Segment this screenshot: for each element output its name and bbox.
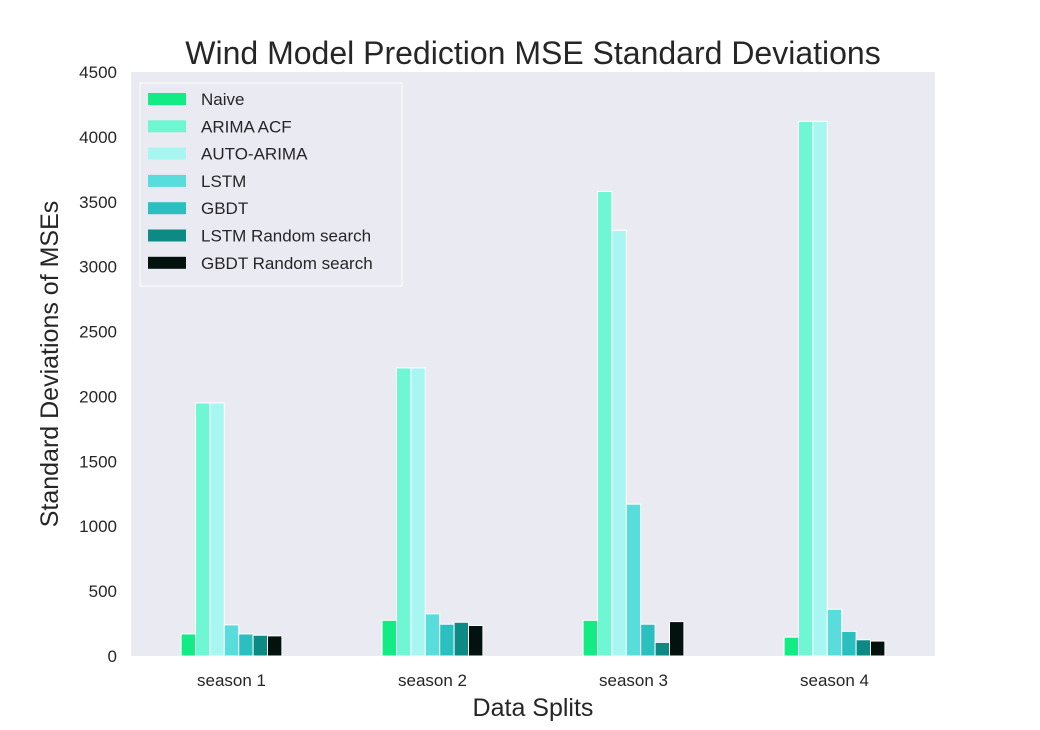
bar bbox=[223, 624, 240, 657]
bar bbox=[855, 639, 871, 657]
bar bbox=[468, 625, 484, 657]
bar bbox=[669, 621, 685, 657]
bar bbox=[625, 503, 642, 657]
bar bbox=[611, 229, 627, 657]
legend: Naive ARIMA ACF AUTO-ARIMA LSTM GBDT LSTM Ran… bbox=[139, 82, 403, 287]
bar bbox=[798, 120, 814, 657]
legend-label: Naive bbox=[201, 90, 244, 109]
y-axis-ticks: 0 500 1000 1500 2000 2500 3000 3500 4000 4500 bbox=[79, 63, 117, 666]
legend-swatch bbox=[148, 256, 186, 269]
chart-title: Wind Model Prediction MSE Standard Devia… bbox=[185, 35, 880, 71]
y-tick-label: 500 bbox=[89, 582, 117, 601]
bar bbox=[826, 608, 843, 657]
bar bbox=[267, 635, 283, 657]
y-tick-label: 3500 bbox=[79, 193, 117, 212]
x-axis-label: Data Splits bbox=[473, 694, 594, 722]
bar bbox=[453, 621, 470, 657]
bar bbox=[640, 623, 656, 657]
bars-group bbox=[180, 120, 886, 657]
x-tick-label: season 1 bbox=[197, 671, 266, 690]
bar bbox=[439, 623, 455, 657]
legend-label: LSTM bbox=[201, 172, 246, 191]
legend-label: AUTO-ARIMA bbox=[201, 145, 308, 164]
bar bbox=[424, 613, 441, 657]
y-tick-label: 2000 bbox=[79, 387, 117, 406]
legend-swatch bbox=[148, 229, 186, 242]
x-tick-label: season 2 bbox=[398, 671, 467, 690]
bar bbox=[195, 402, 211, 657]
legend-swatch bbox=[148, 147, 186, 160]
legend-label: GBDT bbox=[201, 199, 248, 218]
y-tick-label: 4500 bbox=[79, 63, 117, 82]
bar bbox=[209, 402, 225, 657]
bar bbox=[582, 619, 598, 657]
legend-swatch bbox=[148, 202, 186, 215]
bar bbox=[812, 120, 828, 657]
y-tick-label: 1500 bbox=[79, 452, 117, 471]
y-tick-label: 0 bbox=[108, 647, 117, 666]
bar bbox=[396, 367, 412, 657]
bar bbox=[238, 633, 254, 657]
x-tick-label: season 4 bbox=[800, 671, 869, 690]
bar bbox=[870, 640, 886, 657]
y-tick-label: 2500 bbox=[79, 323, 117, 342]
bar bbox=[252, 634, 269, 657]
y-axis-label: Standard Deviations of MSEs bbox=[36, 201, 64, 528]
bar bbox=[381, 619, 398, 657]
legend-label: LSTM Random search bbox=[201, 227, 371, 246]
legend-swatch bbox=[148, 120, 186, 133]
bar bbox=[654, 641, 670, 657]
y-tick-label: 3000 bbox=[79, 258, 117, 277]
legend-swatch bbox=[148, 174, 186, 187]
y-tick-label: 1000 bbox=[79, 517, 117, 536]
bar bbox=[841, 630, 857, 657]
bar bbox=[410, 367, 426, 657]
legend-swatch bbox=[148, 93, 186, 105]
bar bbox=[783, 636, 799, 657]
bar bbox=[597, 190, 613, 657]
legend-label: GBDT Random search bbox=[201, 254, 373, 273]
legend-label: ARIMA ACF bbox=[201, 117, 292, 136]
y-tick-label: 4000 bbox=[79, 128, 117, 147]
bar bbox=[180, 633, 197, 657]
x-axis-ticks: season 1 season 2 season 3 season 4 bbox=[197, 671, 869, 690]
x-tick-label: season 3 bbox=[599, 671, 668, 690]
